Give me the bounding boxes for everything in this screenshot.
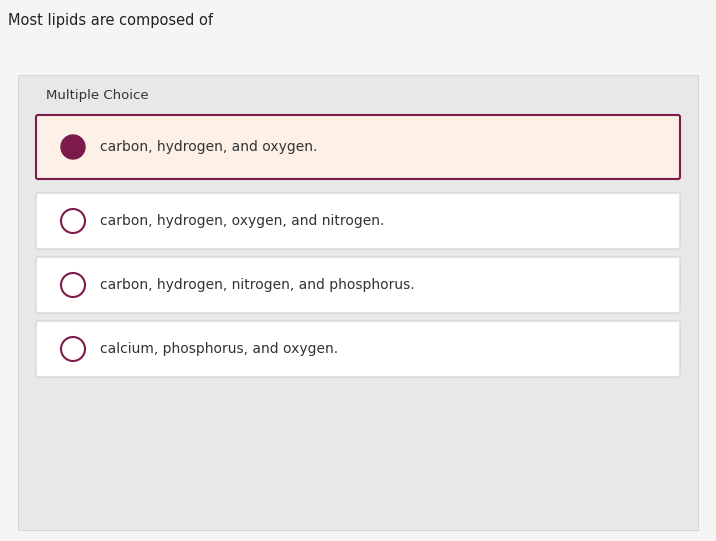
FancyBboxPatch shape — [36, 321, 680, 377]
FancyBboxPatch shape — [18, 75, 698, 530]
Circle shape — [61, 337, 85, 361]
Text: Most lipids are composed of: Most lipids are composed of — [8, 13, 213, 28]
Circle shape — [61, 273, 85, 297]
Circle shape — [61, 135, 85, 159]
Circle shape — [61, 209, 85, 233]
Text: calcium, phosphorus, and oxygen.: calcium, phosphorus, and oxygen. — [100, 342, 338, 356]
Text: Multiple Choice: Multiple Choice — [46, 89, 149, 102]
Text: carbon, hydrogen, and oxygen.: carbon, hydrogen, and oxygen. — [100, 140, 317, 154]
FancyBboxPatch shape — [36, 257, 680, 313]
Text: carbon, hydrogen, nitrogen, and phosphorus.: carbon, hydrogen, nitrogen, and phosphor… — [100, 278, 415, 292]
FancyBboxPatch shape — [36, 193, 680, 249]
FancyBboxPatch shape — [36, 115, 680, 179]
Text: carbon, hydrogen, oxygen, and nitrogen.: carbon, hydrogen, oxygen, and nitrogen. — [100, 214, 384, 228]
